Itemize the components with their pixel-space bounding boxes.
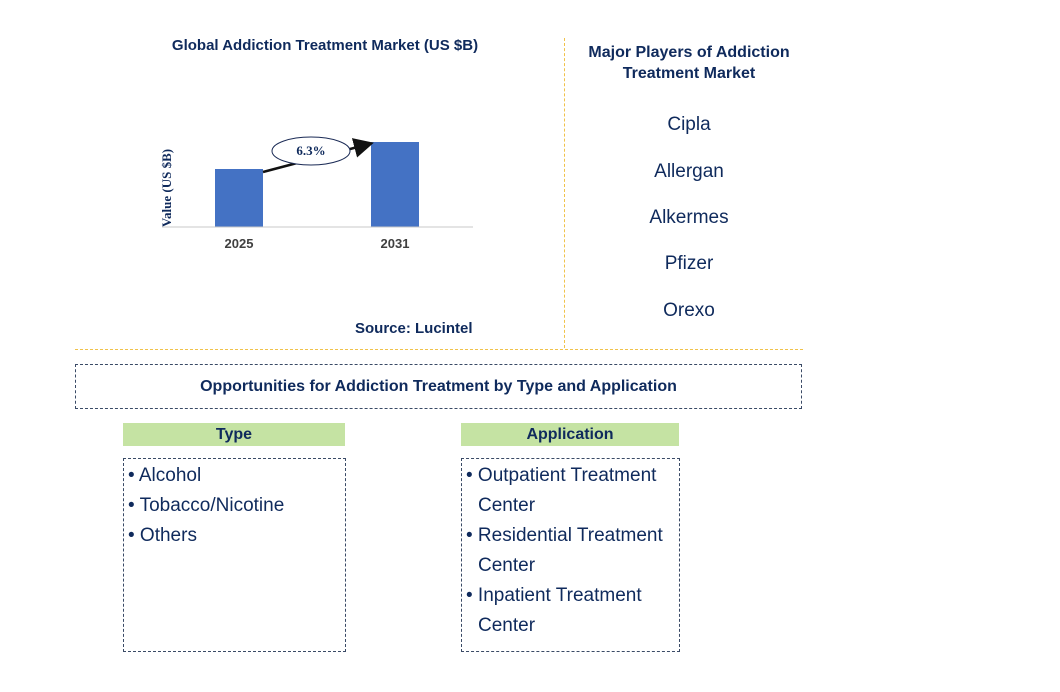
growth-rate-label: 6.3% <box>296 143 325 158</box>
opportunities-banner: Opportunities for Addiction Treatment by… <box>75 364 802 409</box>
vertical-divider <box>564 38 565 348</box>
application-list: • Outpatient Treatment Center • Resident… <box>461 458 680 652</box>
x-tick-label: 2025 <box>225 236 254 251</box>
chart-title: Global Addiction Treatment Market (US $B… <box>171 37 479 54</box>
player-item: Allergan <box>654 161 724 182</box>
type-list-item: • Tobacco/Nicotine <box>128 495 285 516</box>
x-tick-label: 2031 <box>381 236 410 251</box>
player-item: Cipla <box>667 114 711 135</box>
players-title: Major Players of Addiction Treatment Mar… <box>588 44 790 82</box>
bar-2031 <box>371 142 419 227</box>
type-list-item: • Alcohol <box>128 465 202 486</box>
bar-chart: 6.3% 2025 2031 <box>162 136 473 251</box>
bar-2025 <box>215 169 263 227</box>
application-list-item: • Residential Treatment Center <box>466 525 663 576</box>
type-list: • Alcohol • Tobacco/Nicotine • Others <box>123 458 346 652</box>
application-list-item: • Outpatient Treatment Center <box>466 465 657 516</box>
opportunities-title: Opportunities for Addiction Treatment by… <box>200 377 677 395</box>
application-list-item: • Inpatient Treatment Center <box>466 585 642 636</box>
horizontal-divider <box>75 349 803 350</box>
type-list-item: • Others <box>128 525 197 546</box>
player-item: Pfizer <box>664 253 714 274</box>
type-header: Type <box>123 423 345 446</box>
player-item: Orexo <box>663 300 715 321</box>
source-note: Source: Lucintel <box>355 320 473 337</box>
growth-rate-bubble <box>271 136 351 166</box>
player-item: Alkermes <box>649 207 729 228</box>
application-header: Application <box>461 423 679 446</box>
application-header-label: Application <box>526 425 614 443</box>
type-header-label: Type <box>215 425 253 443</box>
